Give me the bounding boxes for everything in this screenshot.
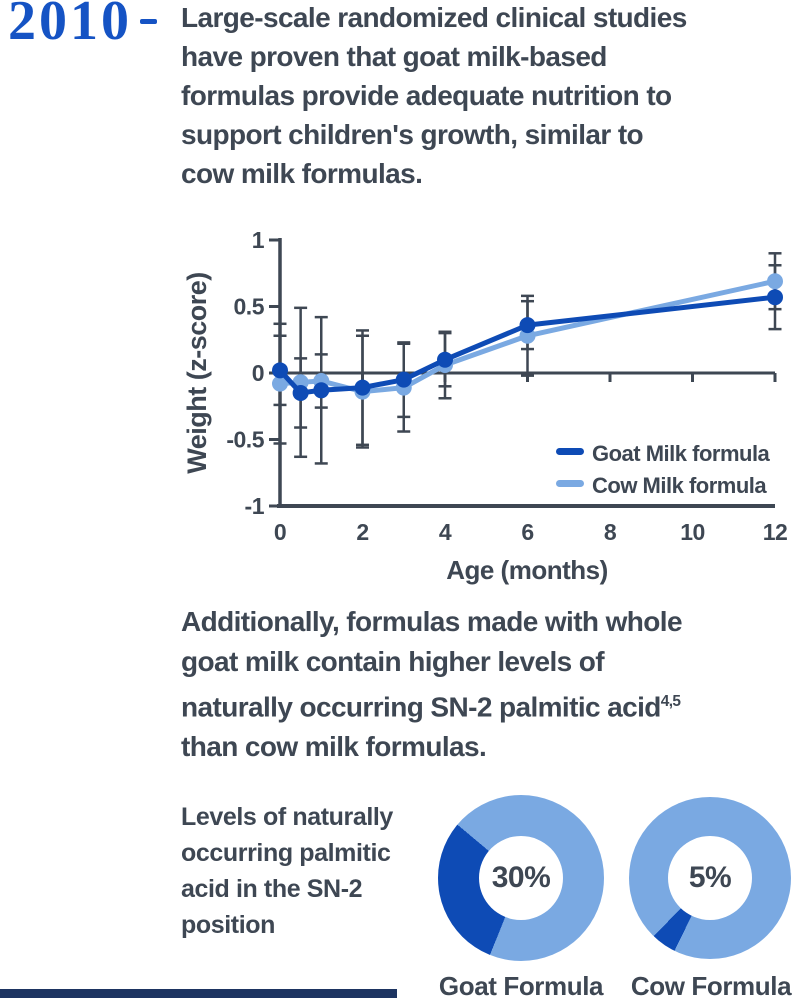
- text-line: have proven that goat milk-based: [181, 41, 607, 72]
- timeline-dash: [140, 19, 157, 24]
- timeline-year-label: 2010: [8, 0, 132, 52]
- cow-donut-hole: 5%: [668, 836, 752, 920]
- growth-line-chart-svg: 1 0.5 0 -0.5 -1 0 2 4 6 8 10 12 Age (months) Weight (…: [182, 227, 788, 585]
- text-line: position: [181, 911, 276, 939]
- data-point: [354, 379, 371, 396]
- text-line: occurring palmitic: [181, 839, 391, 867]
- x-tick-label: 4: [439, 519, 452, 545]
- footer-band: [0, 989, 397, 998]
- x-tick-label: 8: [604, 519, 617, 545]
- legend-swatch: [556, 480, 584, 487]
- legend-swatch: [556, 448, 584, 455]
- y-tick-label: 1: [252, 228, 265, 253]
- goat-donut-percent: 30%: [491, 861, 551, 894]
- text-line: Additionally, formulas made with whole: [181, 606, 683, 637]
- text-line: Levels of naturally: [181, 803, 393, 831]
- cow-formula-donut: 5%: [629, 797, 791, 959]
- donut-caption: Levels of naturally occurring palmitic aci…: [181, 799, 393, 943]
- y-tick-label: -0.5: [226, 427, 264, 453]
- data-point: [395, 371, 412, 388]
- intro-paragraph: Large-scale randomized clinical studies h…: [181, 0, 687, 193]
- text-line: naturally occurring SN-2 palmitic acid4,…: [181, 691, 681, 723]
- y-tick-label: 0.5: [234, 294, 265, 320]
- growth-line-chart: 1 0.5 0 -0.5 -1 0 2 4 6 8 10 12 Age (months) Weight (…: [0, 227, 800, 596]
- data-point: [313, 382, 330, 399]
- text-line: than cow milk formulas.: [181, 731, 487, 763]
- data-point: [272, 362, 288, 379]
- text-line: goat milk contain higher levels of: [181, 646, 605, 677]
- text-line: support children's growth, similar to: [181, 119, 644, 150]
- x-tick-label: 10: [680, 519, 705, 545]
- y-tick-label: 0: [252, 360, 264, 386]
- text-line: acid in the SN-2: [181, 875, 363, 903]
- cow-donut-label: Cow Formula: [630, 971, 792, 1001]
- text-line: cow milk formulas.: [181, 158, 423, 189]
- x-tick-label: 12: [763, 519, 788, 545]
- data-point: [519, 317, 536, 334]
- x-axis-label: Age (months): [446, 555, 608, 585]
- y-tick-label: -1: [245, 493, 265, 519]
- goat-donut-label: Goat Formula: [438, 971, 604, 1001]
- data-point: [437, 351, 453, 368]
- data-point: [292, 384, 309, 401]
- data-point: [272, 375, 288, 392]
- text-line: Large-scale randomized clinical studies: [181, 2, 687, 33]
- y-axis-label: Weight (z-score): [182, 272, 212, 474]
- sn2-paragraph: Additionally, formulas made with whole go…: [181, 602, 683, 767]
- x-tick-label: 6: [521, 519, 533, 545]
- x-tick-label: 2: [356, 519, 368, 545]
- text-line: formulas provide adequate nutrition to: [181, 80, 672, 111]
- legend-label: Cow Milk formula: [592, 473, 767, 498]
- goat-formula-donut: 30%: [438, 795, 604, 961]
- x-tick-label: 0: [274, 519, 286, 545]
- cow-donut-percent: 5%: [688, 861, 732, 894]
- legend-label: Goat Milk formula: [592, 441, 771, 466]
- data-point: [767, 289, 783, 306]
- goat-donut-hole: 30%: [479, 836, 563, 920]
- data-point: [767, 273, 783, 290]
